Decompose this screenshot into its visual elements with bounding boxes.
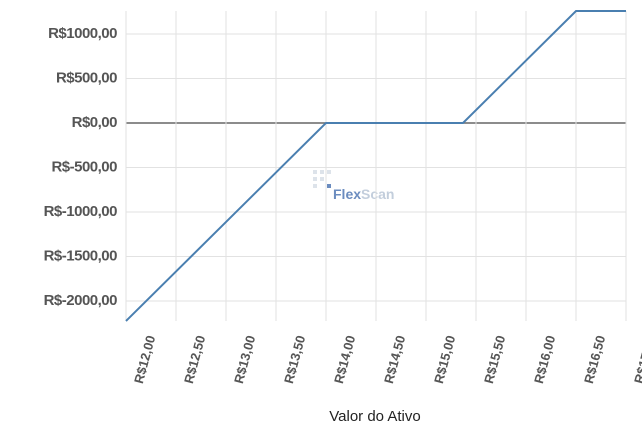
watermark-flex: Flex <box>333 186 361 202</box>
y-tick-label: R$0,00 <box>72 114 118 131</box>
watermark-dot <box>313 177 317 181</box>
series-line <box>125 10 626 322</box>
x-tick-label: R$17,00 <box>631 334 642 385</box>
x-tick-label: R$16,50 <box>581 334 608 385</box>
x-tick-label: R$16,00 <box>531 334 558 385</box>
y-tick-label: R$1000,00 <box>48 25 117 42</box>
x-tick-label: R$15,00 <box>431 334 458 385</box>
y-tick-label: R$500,00 <box>56 69 117 86</box>
watermark-dot <box>327 170 331 174</box>
x-tick-label: R$13,00 <box>231 334 258 385</box>
watermark-dot <box>320 170 324 174</box>
y-tick-label: R$-500,00 <box>51 158 117 175</box>
watermark-text: FlexScan <box>333 186 394 202</box>
x-tick-label: R$15,50 <box>481 334 508 385</box>
x-tick-label: R$12,00 <box>131 334 158 385</box>
watermark-dot <box>327 184 331 188</box>
x-axis-label: Valor do Ativo <box>329 408 420 425</box>
watermark: FlexScan <box>313 170 394 202</box>
x-tick-label: R$12,50 <box>181 334 208 385</box>
watermark-dot <box>313 184 317 188</box>
y-tick-label: R$-1000,00 <box>44 203 118 220</box>
watermark-dot <box>313 170 317 174</box>
y-tick-label: R$-1500,00 <box>44 247 118 264</box>
y-tick-label: R$-2000,00 <box>44 292 118 309</box>
watermark-dot <box>320 177 324 181</box>
watermark-scan: Scan <box>361 186 394 202</box>
x-tick-label: R$13,50 <box>281 334 308 385</box>
x-tick-label: R$14,50 <box>381 334 408 385</box>
x-tick-label: R$14,00 <box>331 334 358 385</box>
grid <box>125 11 627 321</box>
